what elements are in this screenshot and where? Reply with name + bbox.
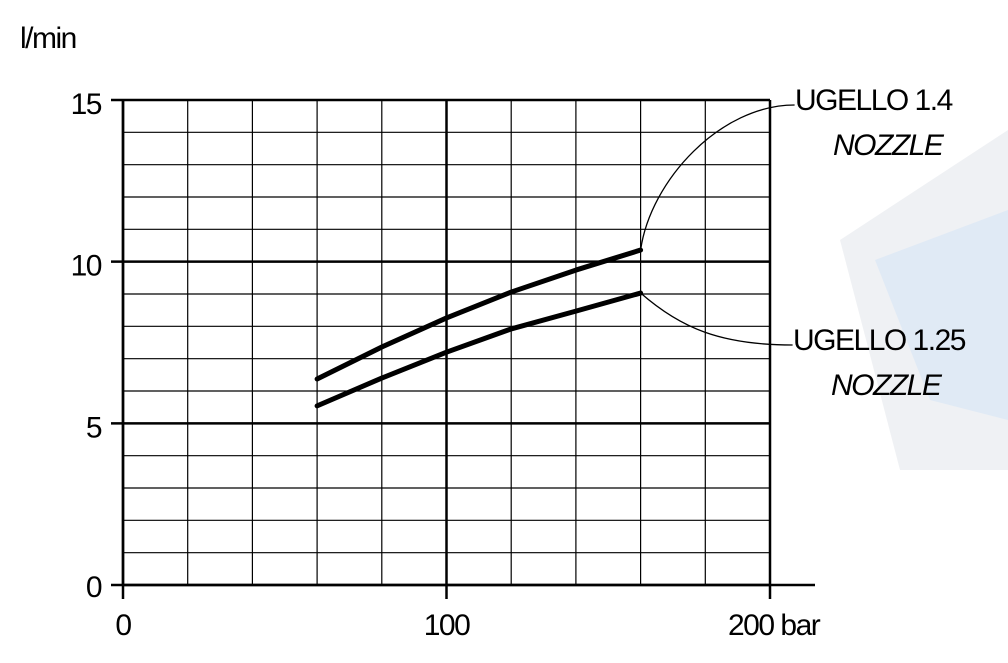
y-tick-label: 0 [86,571,102,604]
x-tick-label: 100 [424,609,470,642]
series-label: UGELLO 1.25 [793,324,966,357]
y-axis-label: l/min [20,22,76,55]
y-tick-label: 5 [86,411,102,444]
leader-line [640,292,793,346]
series-line [314,247,644,382]
y-tick-label: 15 [71,88,102,121]
watermark-gear-inner [875,210,1008,420]
x-tick-label: 200 bar [728,609,821,642]
series-label: UGELLO 1.4 [795,84,953,117]
series-label-en: NOZZLE [831,369,943,402]
y-tick-label: 10 [71,250,102,283]
x-tick-label: 0 [115,609,131,642]
series-line [314,290,644,409]
leader-line [639,104,795,251]
series-label-en: NOZZLE [833,129,945,162]
watermark [840,130,1008,470]
